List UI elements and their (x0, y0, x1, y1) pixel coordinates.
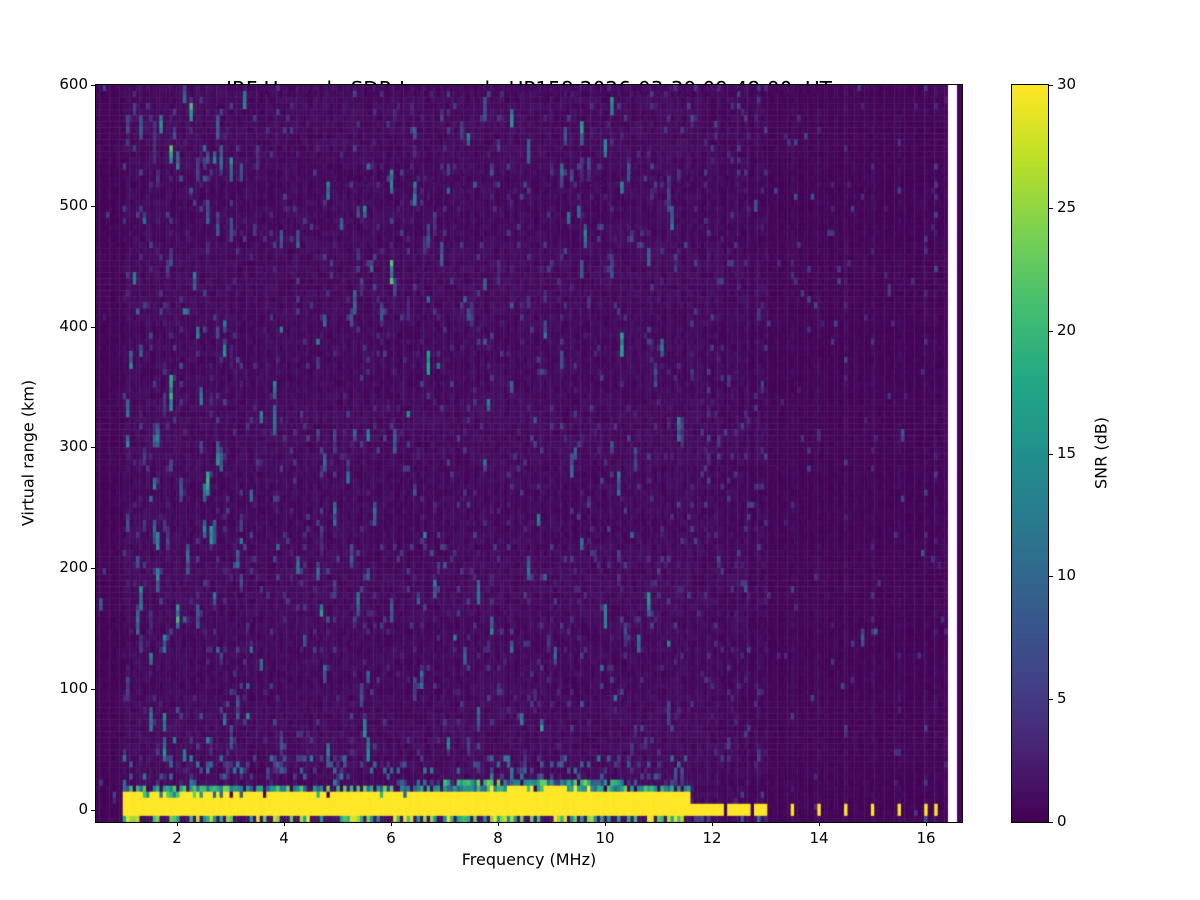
x-axis-label: Frequency (MHz) (461, 850, 597, 869)
colorbar-tick-mark (1049, 822, 1053, 823)
colorbar-gradient-canvas (1012, 85, 1048, 822)
x-tick-mark (284, 822, 285, 826)
colorbar-tick-mark (1049, 699, 1053, 700)
x-tick-label: 12 (702, 829, 722, 847)
heatmap-canvas (96, 85, 962, 822)
x-tick-mark (712, 822, 713, 826)
y-tick-label: 500 (59, 196, 88, 214)
x-tick-mark (605, 822, 606, 826)
x-tick-label: 10 (595, 829, 615, 847)
colorbar-tick-mark (1049, 576, 1053, 577)
colorbar-tick-mark (1049, 85, 1053, 86)
y-tick-label: 0 (78, 800, 88, 818)
colorbar-tick-mark (1049, 454, 1053, 455)
y-tick-mark (91, 85, 95, 86)
colorbar-tick-label: 10 (1057, 566, 1077, 584)
x-tick-mark (498, 822, 499, 826)
colorbar-tick-label: 0 (1057, 812, 1067, 830)
y-tick-mark (91, 689, 95, 690)
colorbar-tick-label: 20 (1057, 321, 1077, 339)
y-tick-mark (91, 568, 95, 569)
x-tick-label: 8 (493, 829, 503, 847)
y-tick-mark (91, 206, 95, 207)
colorbar-label: SNR (dB) (1091, 417, 1111, 489)
y-tick-mark (91, 447, 95, 448)
colorbar-tick-label: 25 (1057, 198, 1077, 216)
colorbar-tick-label: 15 (1057, 444, 1077, 462)
y-tick-label: 600 (59, 75, 88, 93)
x-tick-mark (177, 822, 178, 826)
x-tick-label: 14 (809, 829, 829, 847)
y-tick-label: 100 (59, 679, 88, 697)
colorbar (1011, 84, 1049, 823)
heatmap-plot-area (95, 84, 963, 823)
x-tick-label: 2 (172, 829, 182, 847)
y-tick-mark (91, 810, 95, 811)
colorbar-tick-mark (1049, 331, 1053, 332)
y-tick-label: 400 (59, 317, 88, 335)
y-axis-label: Virtual range (km) (18, 379, 38, 527)
colorbar-tick-label: 30 (1057, 75, 1077, 93)
x-tick-label: 16 (916, 829, 936, 847)
x-tick-mark (819, 822, 820, 826)
y-tick-label: 200 (59, 558, 88, 576)
x-tick-mark (391, 822, 392, 826)
y-tick-mark (91, 327, 95, 328)
colorbar-tick-mark (1049, 208, 1053, 209)
x-tick-label: 4 (279, 829, 289, 847)
x-tick-mark (926, 822, 927, 826)
y-tick-label: 300 (59, 437, 88, 455)
colorbar-tick-label: 5 (1057, 689, 1067, 707)
x-tick-label: 6 (386, 829, 396, 847)
